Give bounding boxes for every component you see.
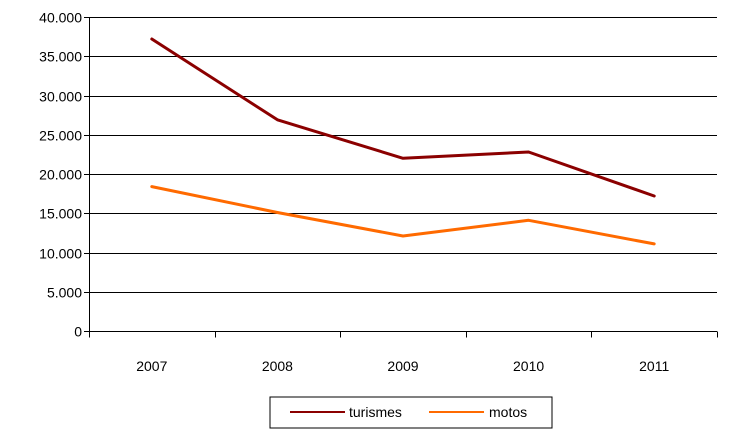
y-tick-label: 20.000 bbox=[39, 167, 82, 183]
x-tick-label-2011: 2011 bbox=[639, 358, 669, 374]
series-line-turismes bbox=[150, 37, 656, 198]
x-tick-label-2009: 2009 bbox=[387, 358, 418, 374]
x-tick-label-2007: 2007 bbox=[136, 358, 167, 374]
x-tick-label-2008: 2008 bbox=[262, 358, 293, 374]
y-tick-label: 40.000 bbox=[39, 10, 82, 26]
y-tick-label: 15.000 bbox=[39, 206, 82, 222]
axes bbox=[84, 17, 718, 338]
gridlines bbox=[89, 17, 717, 293]
legend-label-turismes: turismes bbox=[349, 404, 402, 420]
x-tick-label-2010: 2010 bbox=[513, 358, 544, 374]
series-line-motos bbox=[150, 185, 656, 246]
y-tick-label: 35.000 bbox=[39, 49, 82, 65]
x-tick-labels: 2007 2008 2009 2010 2011 bbox=[136, 358, 669, 374]
y-tick-label: 25.000 bbox=[39, 128, 82, 144]
y-tick-label: 5.000 bbox=[47, 285, 82, 301]
y-tick-label: 10.000 bbox=[39, 246, 82, 262]
legend-label-motos: motos bbox=[489, 404, 527, 420]
series-lines bbox=[150, 37, 656, 246]
legend: turismes motos bbox=[269, 396, 553, 429]
y-tick-label: 0 bbox=[74, 324, 82, 340]
y-tick-label: 30.000 bbox=[39, 89, 82, 105]
y-tick-labels: 0 5.000 10.000 15.000 20.000 25.000 30.000 35.0… bbox=[39, 10, 82, 340]
